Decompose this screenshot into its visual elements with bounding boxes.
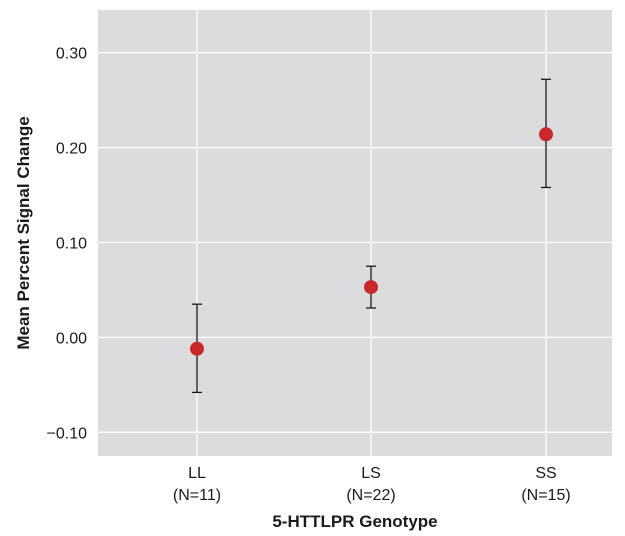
data-point [364, 280, 378, 295]
x-tick-label: LL [188, 465, 206, 482]
x-tick-sublabel: (N=22) [346, 487, 395, 504]
y-tick-label: 0.00 [56, 330, 87, 347]
x-axis-title: 5-HTTLPR Genotype [272, 512, 437, 531]
plot-panel [98, 10, 612, 456]
y-tick-label: 0.10 [56, 235, 87, 252]
data-point [190, 341, 204, 356]
x-tick-labels: LL (N=11) LS (N=22) SS (N=15) [173, 465, 571, 504]
y-tick-label: −0.10 [47, 425, 88, 442]
data-points [190, 127, 553, 356]
x-tick-label: LS [361, 465, 381, 482]
x-tick-sublabel: (N=11) [173, 487, 221, 504]
x-tick-label: SS [535, 465, 556, 482]
data-point [539, 127, 553, 142]
y-tick-label: 0.30 [56, 46, 87, 63]
x-tick-sublabel: (N=15) [521, 487, 570, 504]
y-tick-labels: −0.10 0.00 0.10 0.20 0.30 [47, 46, 88, 443]
y-tick-label: 0.20 [56, 141, 87, 158]
y-axis-title: Mean Percent Signal Change [14, 116, 33, 349]
grid-lines [98, 10, 612, 456]
